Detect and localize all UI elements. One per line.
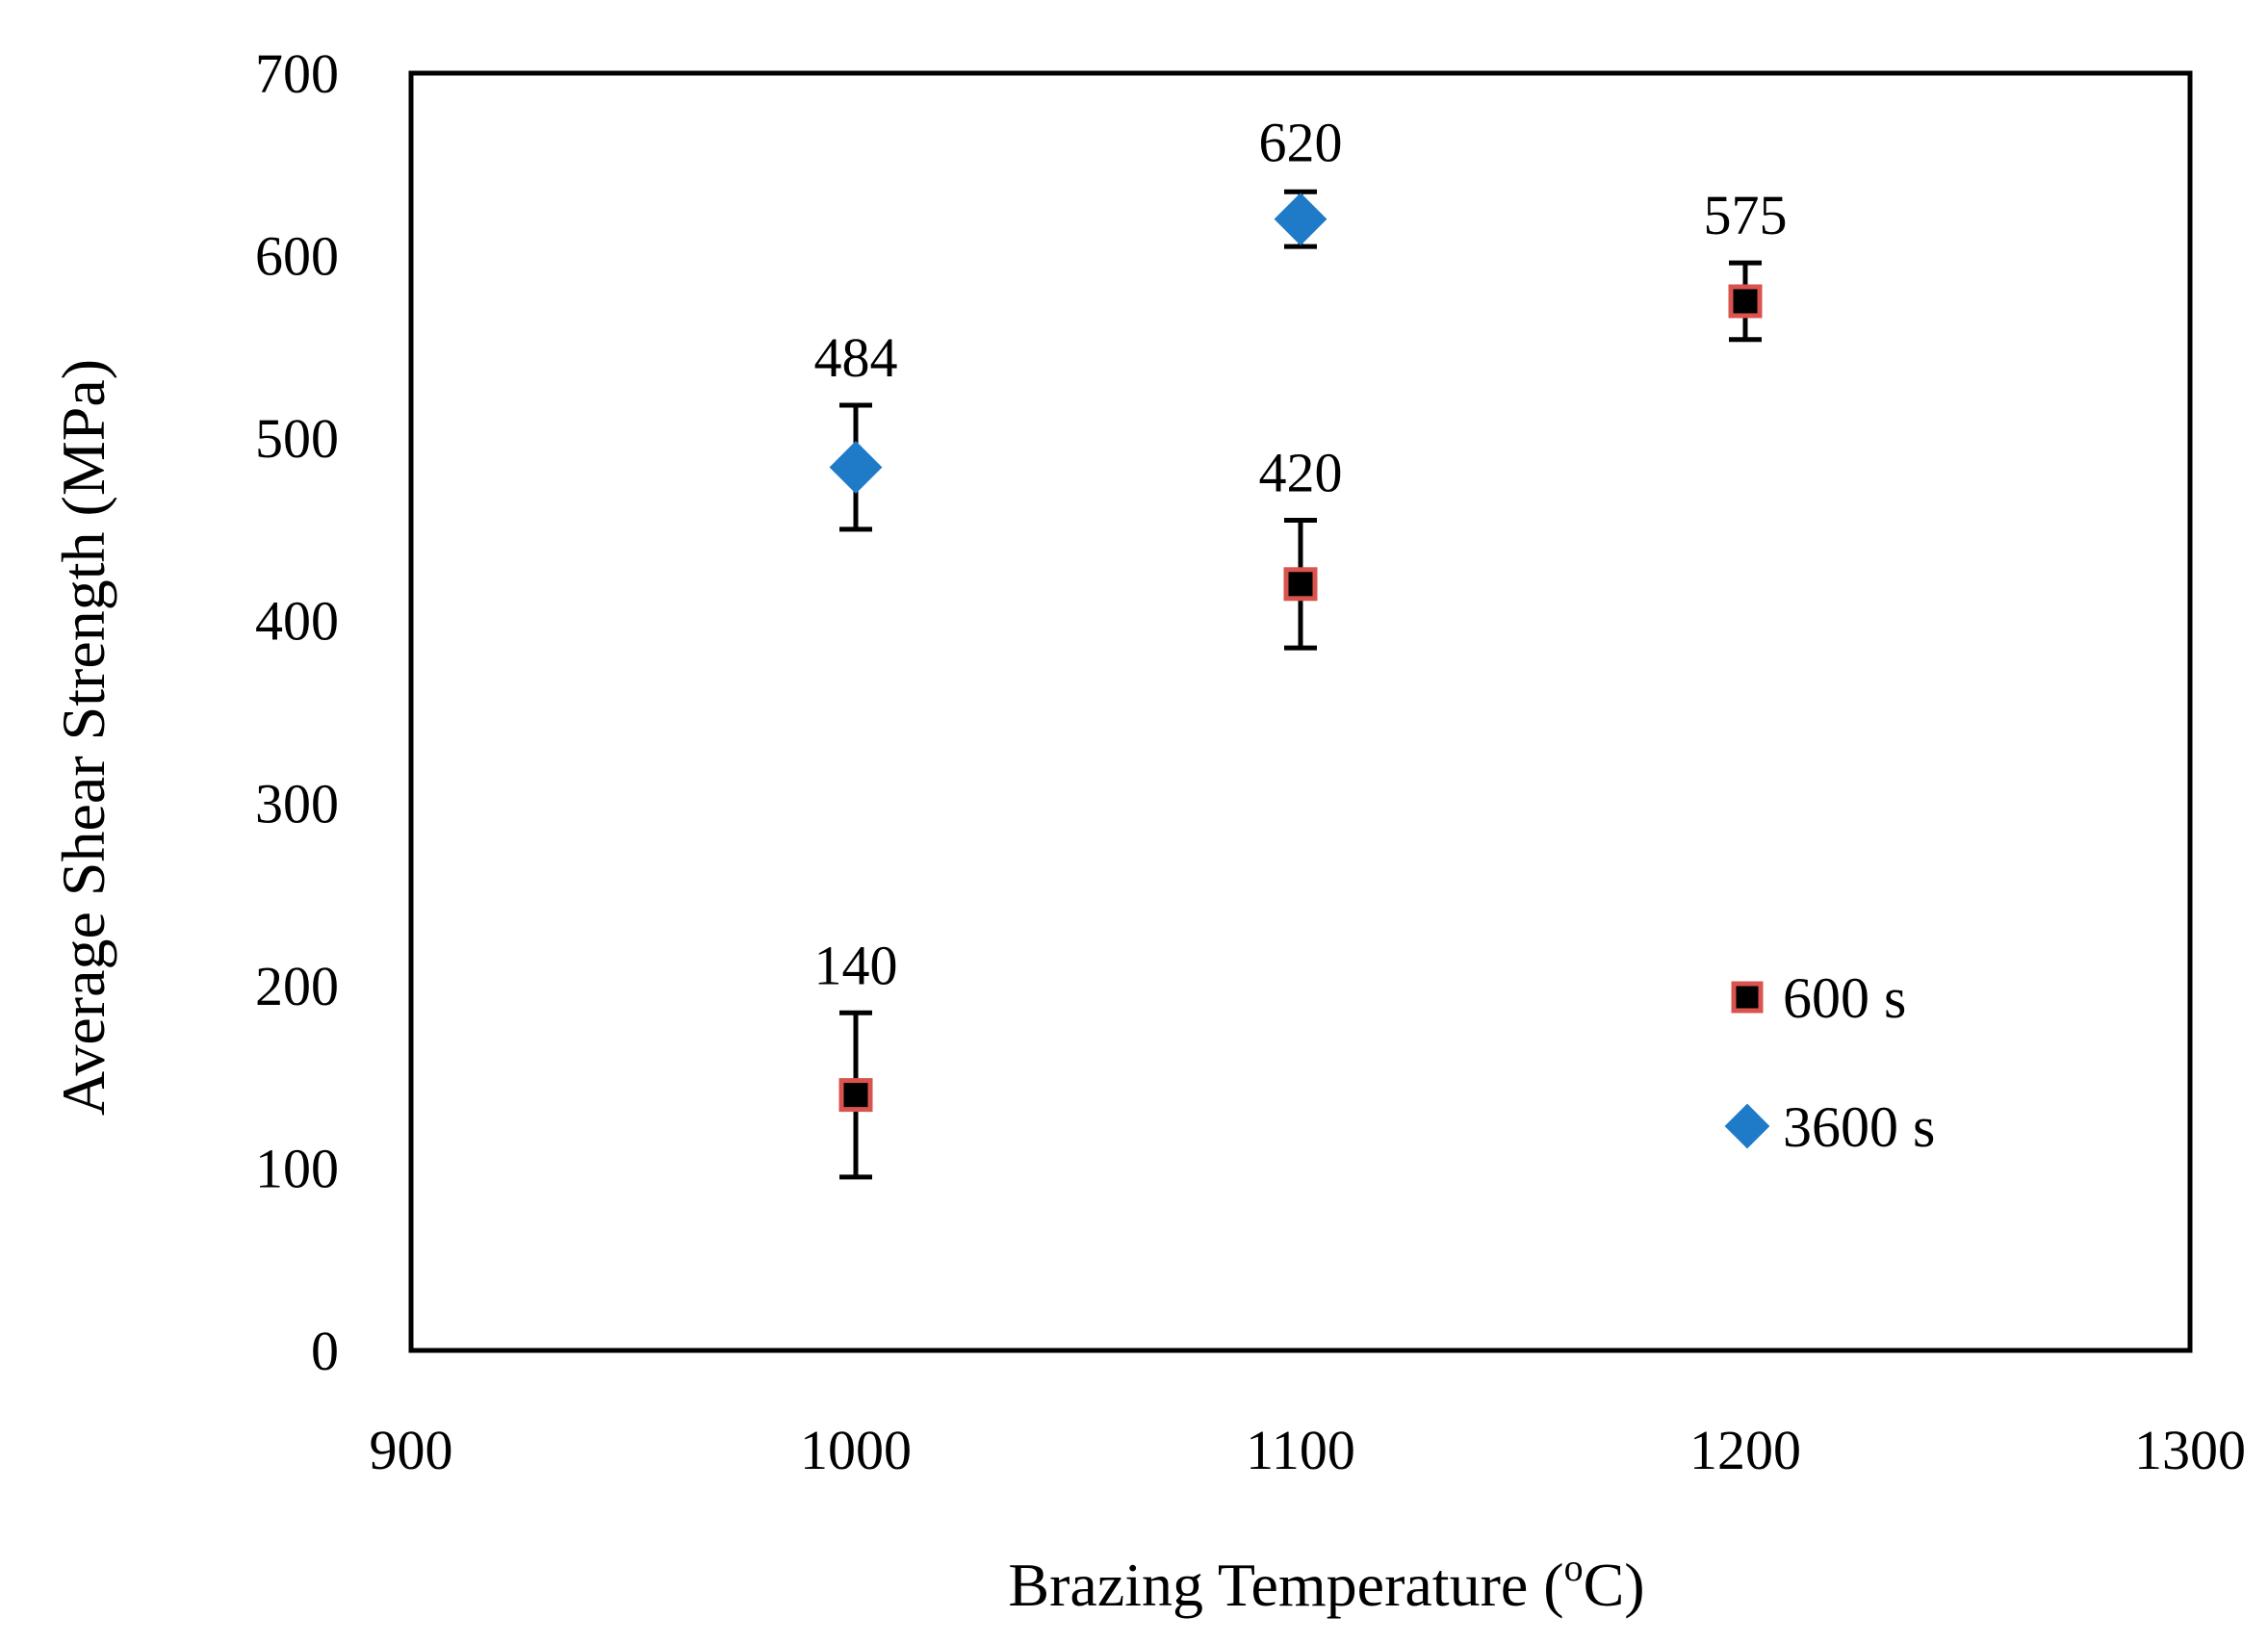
legend-marker-3600s [1724, 1103, 1770, 1149]
data-label-series-600s: 575 [1704, 184, 1788, 246]
y-tick-label: 500 [255, 407, 339, 470]
y-tick-label: 400 [255, 590, 339, 653]
data-label-series-600s: 140 [814, 934, 898, 996]
y-tick-label: 700 [255, 42, 339, 105]
legend-label: 3600 s [1783, 1095, 1935, 1159]
x-tick-labels: 900 1000 1100 1200 1300 [370, 1419, 2247, 1481]
y-tick-label: 300 [255, 772, 339, 835]
error-bars [839, 189, 1762, 1180]
legend-marker-600s [1731, 981, 1764, 1014]
y-axis-title: Average Shear Strength (MPa) [49, 359, 117, 1116]
data-label-series-3600s: 620 [1259, 112, 1343, 174]
y-tick-label: 600 [255, 225, 339, 288]
plot-area-frame [408, 70, 2193, 1353]
x-tick-label: 1200 [1689, 1419, 1801, 1481]
data-label-series-3600s: 484 [814, 326, 898, 389]
data-point-series-600s [1283, 567, 1318, 602]
data-point-series-3600s [829, 441, 883, 494]
x-tick-label: 900 [370, 1419, 453, 1481]
legend-label: 600 s [1783, 966, 1906, 1030]
y-tick-label: 0 [311, 1320, 339, 1382]
data-point-series-600s [1728, 284, 1763, 319]
x-tick-label: 1100 [1246, 1419, 1355, 1481]
data-label-series-600s: 420 [1259, 441, 1343, 503]
y-tick-labels: 0 100 200 300 400 500 600 700 [255, 42, 339, 1382]
y-tick-label: 200 [255, 955, 339, 1017]
x-tick-label: 1300 [2134, 1419, 2246, 1481]
data-markers [829, 193, 1763, 1113]
data-point-series-600s [838, 1078, 873, 1113]
data-point-series-3600s [1274, 193, 1327, 246]
x-axis-title: Brazing Temperature (oC) [1008, 1546, 1644, 1619]
data-labels: 140 420 575 484 620 [814, 112, 1788, 997]
legend: 600 s 3600 s [1724, 966, 1935, 1159]
x-tick-label: 1000 [800, 1419, 912, 1481]
y-tick-label: 100 [255, 1137, 339, 1199]
